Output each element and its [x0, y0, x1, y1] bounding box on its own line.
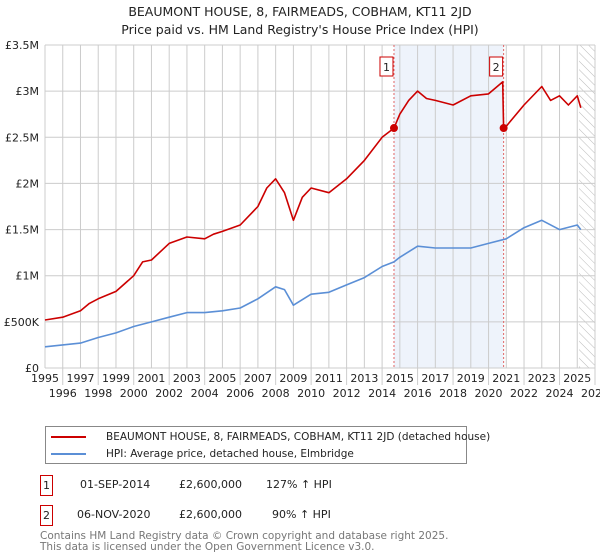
price-chart: 1 2 1995 1996 1997 1998 1999 2000 2001 2002 2003 20…	[4, 39, 600, 400]
x-tick-label: 2026	[581, 387, 600, 400]
x-tick-label: 2016	[404, 387, 432, 400]
x-tick-label: 1996	[49, 387, 77, 400]
chart-subtitle: Price paid vs. HM Land Registry's House …	[121, 22, 479, 37]
y-tick-label: £1M	[16, 270, 40, 283]
sale-badge: 2	[40, 505, 53, 526]
y-tick-label: £0	[25, 362, 39, 375]
footer-line: This data is licensed under the Open Gov…	[40, 541, 375, 553]
x-tick-label: 2014	[368, 387, 396, 400]
x-tick-label: 2011	[315, 372, 343, 385]
x-tick-label: 2009	[279, 372, 307, 385]
y-tick-label: £3.5M	[5, 39, 39, 52]
x-tick-label: 2025	[563, 372, 591, 385]
x-tick-label: 1997	[66, 372, 94, 385]
x-tick-label: 2021	[492, 372, 520, 385]
x-tick-label: 2001	[137, 372, 165, 385]
sale-price: £2,600,000	[179, 508, 242, 521]
x-tick-label: 1999	[102, 372, 130, 385]
x-tick-label: 2017	[421, 372, 449, 385]
y-tick-label: £500K	[4, 316, 40, 329]
sale-marker-box	[379, 56, 394, 77]
sale-date: 01-SEP-2014	[80, 478, 151, 491]
chart-title: BEAUMONT HOUSE, 8, FAIRMEADS, COBHAM, KT…	[128, 4, 472, 19]
x-tick-label: 2003	[173, 372, 201, 385]
legend-item-hpi: HPI: Average price, detached house, Elmb…	[46, 446, 354, 462]
x-tick-label: 1998	[84, 387, 112, 400]
x-tick-label: 2020	[475, 387, 503, 400]
sale-marker-label: 1	[383, 61, 390, 74]
legend-swatch-red	[51, 436, 86, 438]
x-tick-label: 2024	[546, 387, 574, 400]
x-tick-label: 2010	[297, 387, 325, 400]
x-tick-label: 2012	[333, 387, 361, 400]
sale-date: 06-NOV-2020	[77, 508, 151, 521]
x-tick-label: 2000	[120, 387, 148, 400]
x-tick-label: 2023	[528, 372, 556, 385]
sale-point	[499, 124, 508, 133]
forecast-hatch	[579, 45, 595, 368]
x-tick-label: 2018	[439, 387, 467, 400]
y-tick-label: £3M	[16, 85, 40, 98]
y-tick-label: £2.5M	[5, 131, 39, 144]
x-tick-label: 2006	[226, 387, 254, 400]
sale-badge: 1	[40, 475, 53, 496]
x-tick-label: 1995	[31, 372, 59, 385]
y-tick-label: £2M	[16, 177, 40, 190]
sale-hpi: 127% ↑ HPI	[266, 478, 332, 491]
legend-label: BEAUMONT HOUSE, 8, FAIRMEADS, COBHAM, KT…	[106, 431, 491, 443]
x-tick-label: 2007	[244, 372, 272, 385]
sale-price: £2,600,000	[179, 478, 242, 491]
x-tick-label: 2019	[457, 372, 485, 385]
x-tick-label: 2002	[155, 387, 183, 400]
x-tick-label: 2013	[350, 372, 378, 385]
footer-line: Contains HM Land Registry data © Crown c…	[40, 530, 449, 542]
legend: BEAUMONT HOUSE, 8, FAIRMEADS, COBHAM, KT…	[45, 426, 490, 464]
x-tick-label: 2004	[191, 387, 219, 400]
y-tick-label: £1.5M	[5, 224, 39, 237]
legend-swatch-blue	[51, 453, 86, 455]
x-tick-label: 2015	[386, 372, 414, 385]
footer: Contains HM Land Registry data © Crown c…	[40, 531, 448, 553]
legend-item-property: BEAUMONT HOUSE, 8, FAIRMEADS, COBHAM, KT…	[46, 429, 490, 445]
sale-point	[389, 124, 398, 133]
x-tick-label: 2022	[510, 387, 538, 400]
sale-marker-box	[489, 56, 504, 77]
sale-row-1: 1 01-SEP-2014 £2,600,000 127% ↑ HPI	[40, 475, 440, 496]
sale-hpi: 90% ↑ HPI	[272, 508, 331, 521]
sale-marker-label: 2	[493, 61, 500, 74]
hpi-line	[44, 219, 582, 348]
x-tick-label: 2005	[208, 372, 236, 385]
legend-label: HPI: Average price, detached house, Elmb…	[106, 448, 354, 460]
sale-period-shade	[393, 45, 504, 368]
sale-row-2: 2 06-NOV-2020 £2,600,000 90% ↑ HPI	[40, 505, 440, 526]
x-tick-label: 2008	[262, 387, 290, 400]
